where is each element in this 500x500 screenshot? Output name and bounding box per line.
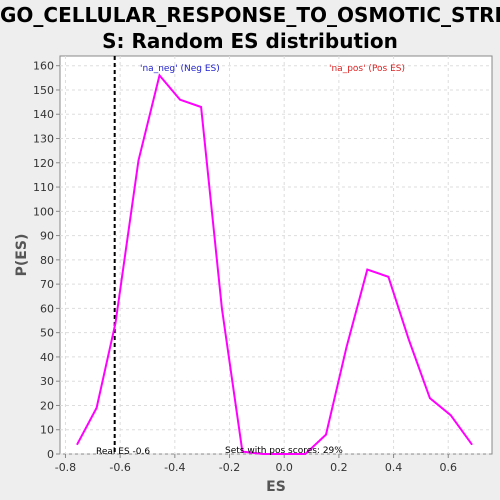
y-tick-label: 30 — [40, 375, 54, 388]
x-tick-label: 0.6 — [440, 461, 458, 474]
y-tick-label: 70 — [40, 278, 54, 291]
x-tick-label: -0.4 — [164, 461, 185, 474]
y-tick-label: 90 — [40, 230, 54, 243]
data-point — [179, 99, 181, 101]
real-es-annotation: Real ES -0.6 — [96, 447, 150, 457]
y-tick-label: 160 — [33, 60, 54, 73]
y-axis-label: P(ES) — [14, 234, 30, 277]
data-point — [200, 106, 202, 108]
y-tick-label: 80 — [40, 254, 54, 267]
x-axis: -0.8 -0.6 -0.4 -0.2 0.0 0.2 0.4 0.6 — [55, 454, 457, 474]
data-point — [96, 407, 98, 409]
data-point — [471, 443, 473, 445]
data-point — [138, 160, 140, 162]
y-tick-label: 20 — [40, 399, 54, 412]
y-tick-label: 10 — [40, 424, 54, 437]
y-tick-label: 0 — [47, 448, 54, 461]
y-tick-label: 150 — [33, 84, 54, 97]
x-tick-label: -0.6 — [109, 461, 130, 474]
data-point — [450, 414, 452, 416]
y-tick-label: 130 — [33, 133, 54, 146]
data-point — [388, 276, 390, 278]
data-point — [429, 397, 431, 399]
data-point — [367, 269, 369, 271]
y-tick-label: 50 — [40, 327, 54, 340]
x-tick-label: 0.4 — [385, 461, 403, 474]
y-tick-label: 110 — [33, 181, 54, 194]
x-tick-label: -0.2 — [219, 461, 240, 474]
data-point — [221, 308, 223, 310]
y-axis: 0 10 20 30 40 50 60 70 80 90 100 110 120 130 140 150 160 — [33, 60, 60, 461]
y-tick-label: 40 — [40, 351, 54, 364]
data-point — [325, 434, 327, 436]
x-axis-label: ES — [266, 479, 286, 495]
y-tick-label: 140 — [33, 108, 54, 121]
pos-es-annotation: 'na_pos' (Pos ES) — [329, 64, 405, 74]
y-tick-label: 100 — [33, 205, 54, 218]
x-tick-label: -0.8 — [55, 461, 76, 474]
data-point — [408, 339, 410, 341]
x-tick-label: 0.2 — [330, 461, 348, 474]
data-point — [115, 322, 117, 324]
pos-scores-annotation: Sets with pos scores: 29% — [225, 446, 343, 456]
y-tick-label: 60 — [40, 302, 54, 315]
data-point — [346, 346, 348, 348]
data-point — [76, 443, 78, 445]
y-tick-label: 120 — [33, 157, 54, 170]
neg-es-annotation: 'na_neg' (Neg ES) — [140, 64, 220, 74]
x-tick-label: 0.0 — [275, 461, 293, 474]
data-point — [159, 75, 161, 77]
